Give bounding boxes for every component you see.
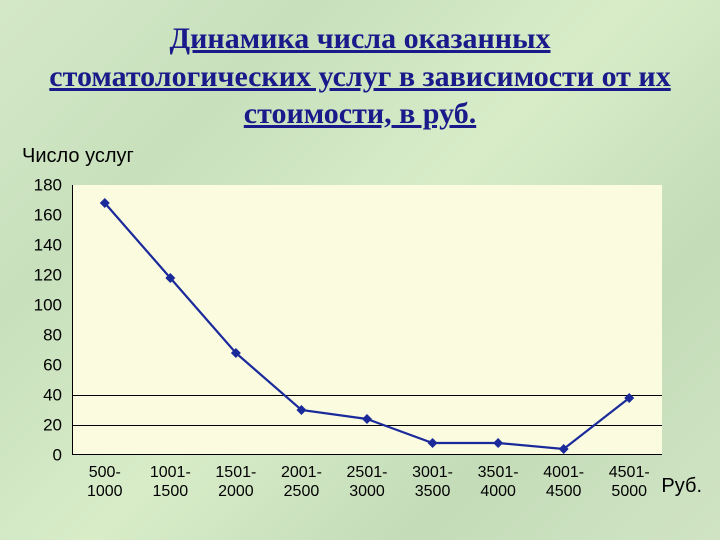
data-marker	[428, 438, 438, 448]
y-tick-label: 20	[22, 417, 62, 434]
y-tick-label: 100	[22, 297, 62, 314]
y-tick-label: 140	[22, 237, 62, 254]
x-axis-label: Руб.	[661, 475, 702, 498]
x-tick-label: 2501-3000	[335, 463, 400, 501]
x-tick-label: 3001-3500	[400, 463, 465, 501]
y-tick-label: 60	[22, 357, 62, 374]
x-tick-label: 2001-2500	[269, 463, 334, 501]
x-tick-label: 3501-4000	[466, 463, 531, 501]
x-tick-label: 500-1000	[72, 463, 137, 501]
x-tick-label: 1501-2000	[203, 463, 268, 501]
chart-area: 020406080100120140160180500-10001001-150…	[72, 185, 662, 455]
y-tick-label: 120	[22, 267, 62, 284]
series-line	[105, 203, 629, 449]
x-tick-label: 4501-5000	[597, 463, 662, 501]
y-tick-label: 40	[22, 387, 62, 404]
y-tick-label: 160	[22, 207, 62, 224]
y-axis-label: Число услуг	[22, 145, 134, 168]
line-series	[72, 185, 662, 455]
chart-title: Динамика числа оказанных стоматологическ…	[0, 0, 720, 143]
data-marker	[493, 438, 503, 448]
x-tick-label: 4001-4500	[531, 463, 596, 501]
x-tick-label: 1001-1500	[138, 463, 203, 501]
y-tick-label: 80	[22, 327, 62, 344]
y-tick-label: 0	[22, 447, 62, 464]
data-marker	[362, 414, 372, 424]
y-tick-label: 180	[22, 177, 62, 194]
